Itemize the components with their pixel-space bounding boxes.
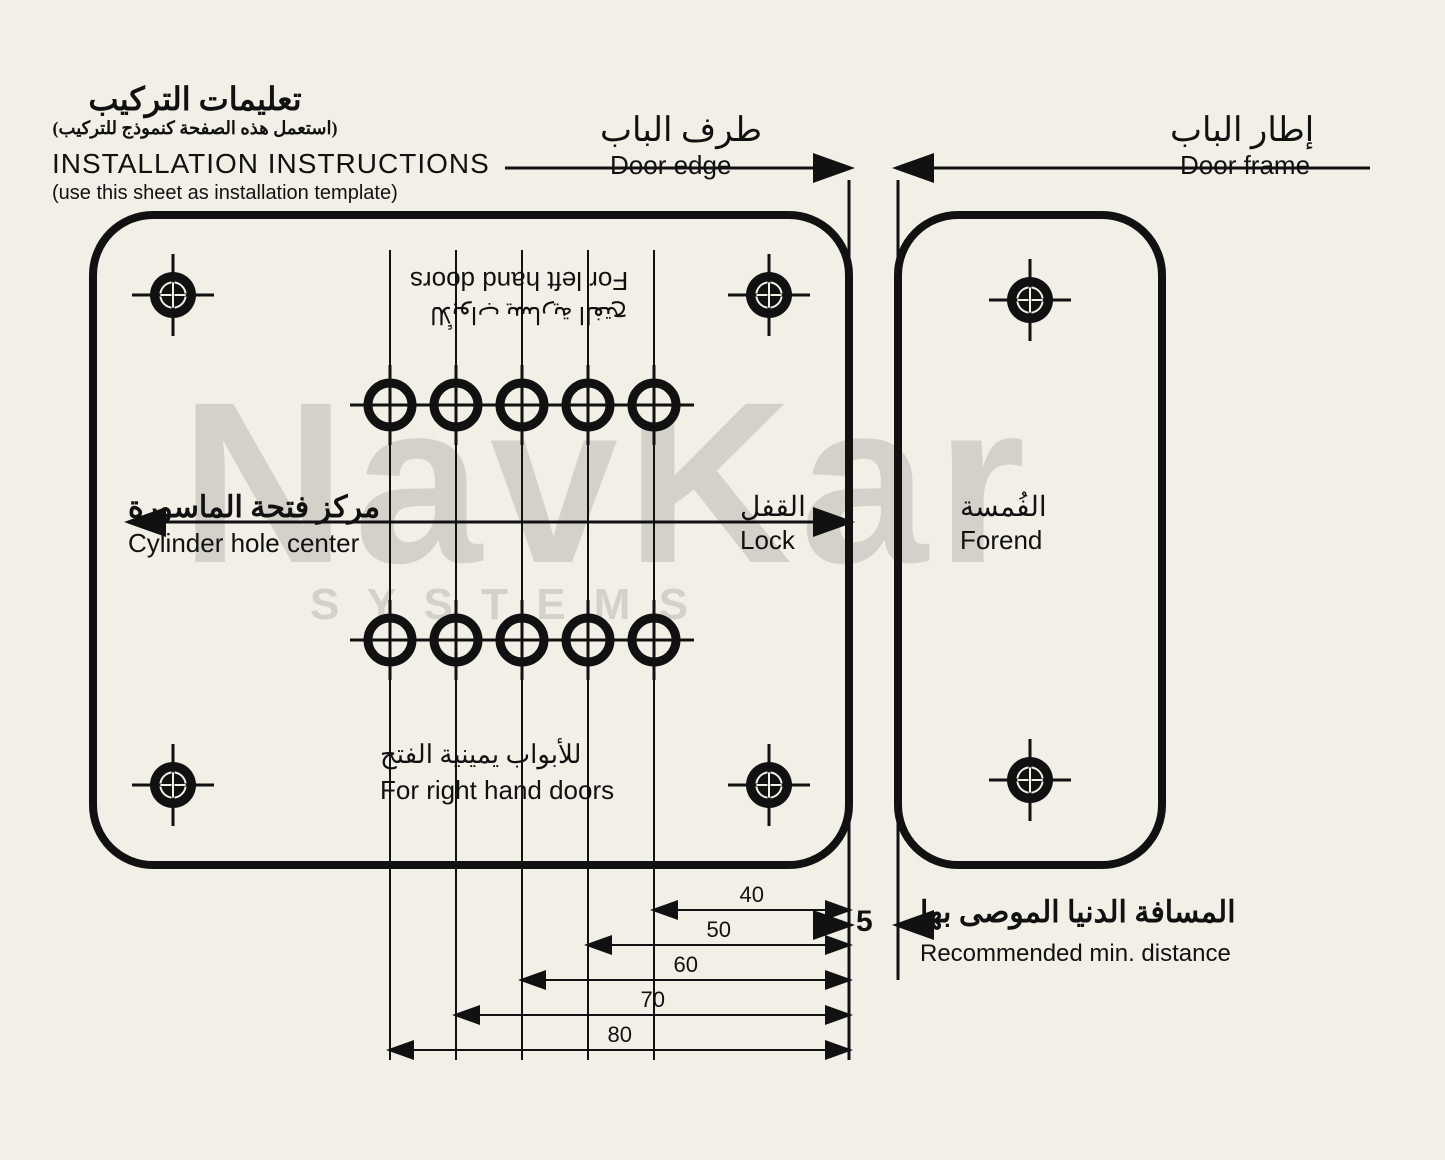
- forend-en: Forend: [960, 525, 1042, 556]
- gap-value: 5: [856, 905, 873, 939]
- dim-label: 60: [674, 952, 698, 978]
- mindist-ar: المسافة الدنيا الموصى بها: [920, 895, 1236, 930]
- left-doors-en: For left hand doors: [410, 265, 628, 296]
- cyl-ar: مركز فتحة الماسورة: [128, 490, 380, 525]
- mindist-en: Recommended min. distance: [920, 940, 1231, 968]
- right-doors-ar: للأبواب يمينية الفتح: [380, 740, 581, 770]
- dim-label: 80: [608, 1022, 632, 1048]
- right-doors-en: For right hand doors: [380, 775, 614, 806]
- forend-ar: الفُمسة: [960, 490, 1047, 524]
- lock-ar: القفل: [740, 490, 806, 524]
- template-page: NavKar S Y S T E M S تعليمات التركيب (اس…: [0, 0, 1445, 1160]
- lock-en: Lock: [740, 525, 795, 556]
- vguides: [390, 250, 654, 1060]
- dim-label: 50: [707, 917, 731, 943]
- diagram-svg: [0, 0, 1445, 1160]
- dim-label: 70: [641, 987, 665, 1013]
- cyl-en: Cylinder hole center: [128, 528, 359, 559]
- left-doors-ar: للأبواب يسارية الفتح: [430, 300, 627, 329]
- dim-label: 40: [740, 882, 764, 908]
